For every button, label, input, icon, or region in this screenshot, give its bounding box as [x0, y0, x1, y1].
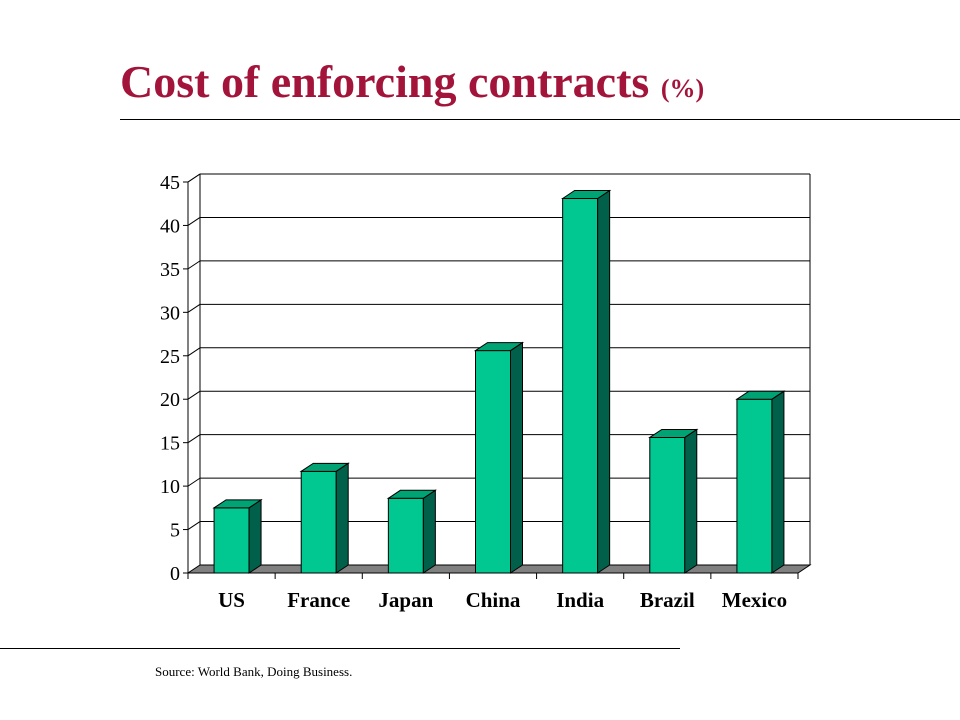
bar	[560, 189, 612, 574]
y-tick-label: 20	[160, 389, 180, 411]
bar-top	[648, 428, 699, 438]
title-rule	[120, 119, 960, 120]
gridline-depth	[187, 217, 201, 226]
bar-side	[335, 462, 349, 574]
bar-side	[248, 498, 262, 574]
gridline-depth	[187, 477, 201, 487]
bar	[212, 498, 263, 574]
bar	[648, 428, 699, 574]
y-tick-label: 35	[160, 259, 180, 281]
x-tick-label: India	[556, 588, 604, 612]
gridline-depth	[187, 434, 201, 444]
x-tick-label: US	[218, 588, 245, 612]
y-axis-labels: 0 5 10 15 20 25 30 35 40 45	[160, 172, 180, 585]
y-tick-label: 15	[160, 433, 180, 455]
x-axis-labels: US France Japan China India Brazil Mexico	[218, 588, 787, 612]
x-tick-label: France	[287, 588, 350, 612]
bar-chart: 0 5 10 15 20 25 30 35 40 45 US France Japan China Ind…	[160, 172, 812, 612]
bar	[473, 341, 525, 574]
source-note: Source: World Bank, Doing Business.	[155, 664, 353, 679]
title-text: Cost of enforcing contracts	[120, 56, 650, 107]
bar-side	[422, 489, 436, 574]
bar-front	[736, 398, 773, 574]
x-tick-label: China	[466, 588, 521, 612]
gridline-depth	[187, 521, 201, 530]
slide-title: Cost of enforcing contracts (%)	[120, 52, 704, 119]
bar-top	[560, 190, 612, 200]
bar-front	[300, 470, 337, 574]
bar	[299, 462, 350, 574]
y-tick-label: 30	[160, 302, 180, 324]
bar-side	[510, 341, 523, 574]
bar	[735, 390, 786, 574]
y-tick-label: 40	[160, 215, 180, 237]
x-tick-label: Mexico	[722, 588, 787, 612]
gridline-depth	[187, 260, 201, 270]
bar-front	[387, 497, 424, 574]
y-tick-label: 0	[170, 563, 180, 585]
bar-front	[213, 507, 250, 574]
bar-top	[212, 499, 263, 509]
gridline-depth	[187, 347, 201, 357]
y-axis-top	[187, 173, 201, 183]
bar-top	[735, 390, 786, 400]
y-tick-label: 45	[160, 172, 180, 194]
source-rule	[0, 648, 680, 649]
bar-top	[473, 342, 525, 352]
bar-front	[649, 436, 686, 574]
bar-front	[475, 350, 511, 574]
bar-top	[386, 489, 438, 499]
gridline-depth	[187, 303, 201, 313]
y-tick-label: 25	[160, 346, 180, 368]
x-tick-label: Brazil	[640, 588, 695, 612]
chart-bars	[212, 189, 786, 574]
x-tick-label: Japan	[378, 588, 433, 612]
bar-side	[684, 428, 698, 574]
bar-front	[562, 198, 599, 574]
y-tick-label: 5	[170, 520, 180, 542]
y-tick-label: 10	[160, 476, 180, 498]
bar-side	[597, 189, 611, 574]
title-unit: (%)	[660, 74, 705, 103]
bar-top	[299, 462, 350, 472]
bar-side	[771, 390, 785, 574]
gridline-depth	[187, 390, 201, 400]
bar	[386, 489, 438, 574]
